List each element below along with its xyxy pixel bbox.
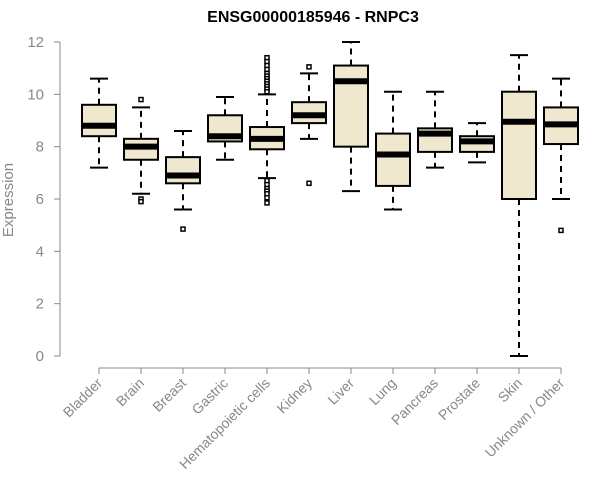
x-tick-label-pancreas: Pancreas	[388, 375, 441, 428]
x-tick-label-brain: Brain	[113, 375, 147, 409]
box-lung	[375, 90, 411, 211]
y-tick-label: 8	[36, 139, 44, 156]
x-tick-label-bladder: Bladder	[60, 375, 106, 421]
y-tick-label: 4	[36, 243, 44, 260]
outlier-point	[264, 88, 270, 95]
box-skin	[501, 54, 537, 357]
chart-title: ENSG00000185946 - RNPC3	[207, 9, 419, 26]
outlier-point	[306, 64, 312, 70]
y-tick-label: 6	[36, 191, 44, 208]
x-tick-label-prostate: Prostate	[435, 375, 483, 423]
iqr-box	[501, 90, 537, 200]
box-gastric	[207, 95, 243, 161]
y-tick-label: 10	[27, 86, 44, 103]
box-prostate	[459, 122, 495, 164]
x-tick-label-skin: Skin	[495, 375, 526, 406]
box-unknown-other	[543, 77, 579, 234]
box-hematopoietic-cells	[249, 54, 285, 206]
box-brain	[123, 96, 159, 205]
x-tick-label-kidney: Kidney	[274, 375, 316, 417]
boxes-group	[81, 41, 579, 357]
iqr-box	[81, 103, 117, 138]
box-kidney	[291, 64, 327, 187]
box-bladder	[81, 77, 117, 169]
iqr-box	[165, 156, 201, 185]
y-tick-label: 12	[27, 34, 44, 51]
y-axis: 0 2 4 6 8 10 12	[27, 34, 61, 365]
x-tick-label-breast: Breast	[149, 375, 189, 415]
y-tick-label: 0	[36, 348, 44, 365]
x-tick-label-liver: Liver	[324, 375, 357, 408]
y-tick-label: 2	[36, 296, 44, 313]
outlier-point	[138, 96, 144, 103]
iqr-box	[375, 132, 411, 187]
outlier-point	[306, 180, 312, 187]
outlier-point	[180, 226, 186, 232]
x-tick-label-unknown-other: Unknown / Other	[482, 375, 568, 461]
box-pancreas	[417, 90, 453, 169]
iqr-box	[333, 64, 369, 148]
x-tick-label-lung: Lung	[366, 375, 399, 408]
outlier-point	[558, 227, 564, 234]
outlier-point	[138, 198, 144, 205]
outlier-point	[264, 194, 270, 201]
box-liver	[333, 41, 369, 193]
y-axis-label: Expression	[0, 163, 17, 237]
box-breast	[165, 129, 201, 232]
outlier-point	[264, 200, 270, 206]
